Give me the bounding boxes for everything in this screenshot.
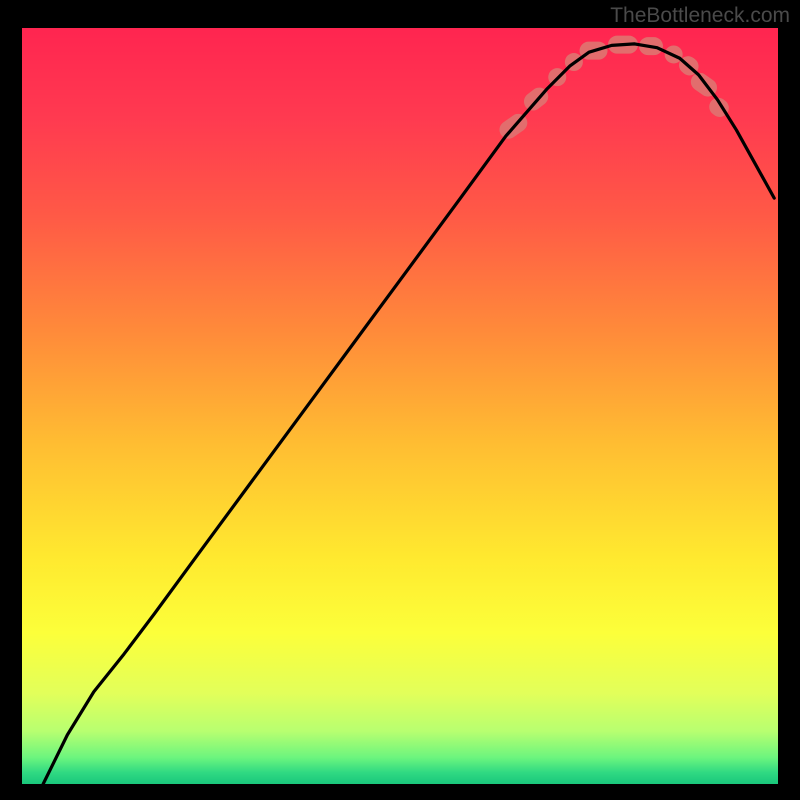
attribution-text: TheBottleneck.com (610, 4, 790, 28)
chart-plot (22, 28, 778, 784)
gradient-background (22, 28, 778, 784)
